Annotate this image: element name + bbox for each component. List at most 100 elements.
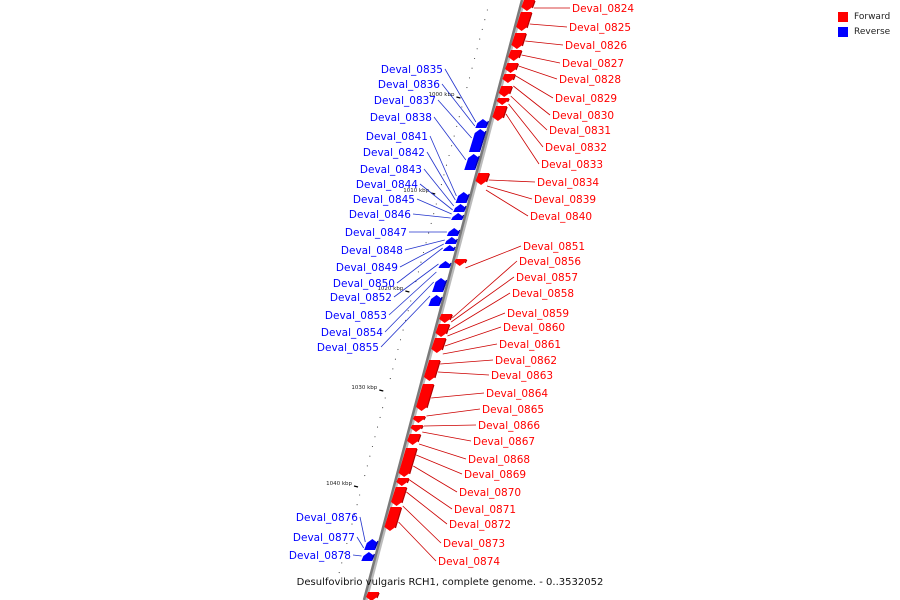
reverse-gene-label[interactable]: Deval_0837 xyxy=(374,95,436,107)
reverse-gene-label[interactable]: Deval_0852 xyxy=(330,292,392,304)
forward-gene-block xyxy=(511,33,527,49)
forward-gene-label[interactable]: Deval_0863 xyxy=(491,370,553,382)
reverse-gene-label[interactable]: Deval_0853 xyxy=(325,310,387,322)
minor-tick xyxy=(417,271,419,273)
forward-leader-line xyxy=(513,85,551,116)
gene-body xyxy=(407,434,421,445)
major-tick xyxy=(379,389,384,392)
tick-label: 1010 kbp xyxy=(403,188,429,194)
reverse-leader-line xyxy=(426,151,456,201)
forward-gene-label[interactable]: Deval_0827 xyxy=(562,58,624,70)
gene-edge xyxy=(507,98,510,103)
forward-gene-label[interactable]: Deval_0864 xyxy=(486,388,548,400)
reverse-gene-label[interactable]: Deval_0838 xyxy=(370,112,432,124)
forward-gene-label[interactable]: Deval_0868 xyxy=(468,454,530,466)
gene-body xyxy=(454,259,467,266)
gene-body xyxy=(361,552,375,561)
forward-leader-line xyxy=(488,179,536,183)
forward-gene-block xyxy=(435,324,451,337)
gene-body xyxy=(516,12,532,31)
forward-gene-label[interactable]: Deval_0874 xyxy=(438,556,500,568)
forward-gene-block xyxy=(391,487,408,506)
reverse-gene-label[interactable]: Deval_0842 xyxy=(363,147,425,159)
forward-gene-label[interactable]: Deval_0856 xyxy=(519,256,581,268)
reverse-gene-label[interactable]: Deval_0835 xyxy=(381,64,443,76)
reverse-gene-label[interactable]: Deval_0843 xyxy=(360,164,422,176)
minor-tick xyxy=(484,19,486,21)
forward-gene-block xyxy=(439,314,453,323)
gene-edge xyxy=(420,425,424,430)
minor-tick xyxy=(369,455,371,457)
forward-gene-label[interactable]: Deval_0867 xyxy=(473,436,535,448)
forward-gene-label[interactable]: Deval_0830 xyxy=(552,110,614,122)
forward-gene-label[interactable]: Deval_0833 xyxy=(541,159,603,171)
reverse-gene-label[interactable]: Deval_0855 xyxy=(317,342,379,354)
forward-gene-label[interactable]: Deval_0839 xyxy=(534,194,596,206)
scale-ticks: 1000 kbp 1010 kbp 1020 kbp 1030 kbp 1040 kbp xyxy=(326,9,488,574)
forward-gene-label[interactable]: Deval_0872 xyxy=(449,519,511,531)
forward-gene-label[interactable]: Deval_0859 xyxy=(507,308,569,320)
reverse-gene-label[interactable]: Deval_0849 xyxy=(336,262,398,274)
forward-gene-label[interactable]: Deval_0873 xyxy=(443,538,505,550)
forward-gene-label[interactable]: Deval_0831 xyxy=(549,125,611,137)
forward-gene-label[interactable]: Deval_0828 xyxy=(559,74,621,86)
reverse-gene-label[interactable]: Deval_0844 xyxy=(356,179,418,191)
reverse-gene-label[interactable]: Deval_0854 xyxy=(321,327,383,339)
forward-leader-line xyxy=(409,479,453,510)
gene-edge xyxy=(376,592,380,599)
forward-leader-line xyxy=(442,343,498,355)
forward-gene-label[interactable]: Deval_0858 xyxy=(512,288,574,300)
tick-label: 1000 kbp xyxy=(429,92,455,98)
gene-body xyxy=(521,0,535,11)
reverse-gene-block xyxy=(361,552,375,561)
reverse-gene-label[interactable]: Deval_0847 xyxy=(345,227,407,239)
forward-gene-label[interactable]: Deval_0829 xyxy=(555,93,617,105)
minor-tick xyxy=(341,562,343,564)
gene-edge xyxy=(457,229,461,235)
reverse-gene-label[interactable]: Deval_0845 xyxy=(353,194,415,206)
gene-features xyxy=(361,0,536,600)
reverse-swatch xyxy=(838,26,848,37)
forward-gene-label[interactable]: Deval_0851 xyxy=(523,241,585,253)
gene-body xyxy=(432,278,447,292)
forward-gene-block xyxy=(502,74,517,83)
forward-gene-block xyxy=(521,0,536,11)
gene-edge xyxy=(515,63,519,71)
reverse-gene-label[interactable]: Deval_0876 xyxy=(296,512,358,524)
forward-leader-line xyxy=(440,359,494,365)
reverse-gene-label[interactable]: Deval_0850 xyxy=(333,278,395,290)
reverse-gene-label[interactable]: Deval_0848 xyxy=(341,245,403,257)
forward-gene-label[interactable]: Deval_0825 xyxy=(569,22,631,34)
minor-tick xyxy=(476,48,478,50)
legend-reverse: Reverse xyxy=(838,24,890,39)
reverse-leader-line xyxy=(352,554,362,557)
forward-gene-label[interactable]: Deval_0869 xyxy=(464,469,526,481)
minor-tick xyxy=(366,465,368,467)
forward-gene-label[interactable]: Deval_0870 xyxy=(459,487,521,499)
reverse-gene-label[interactable]: Deval_0836 xyxy=(378,79,440,91)
gene-edge xyxy=(464,259,468,264)
reverse-gene-label[interactable]: Deval_0878 xyxy=(289,550,351,562)
gene-body xyxy=(496,98,510,105)
forward-gene-label[interactable]: Deval_0871 xyxy=(454,504,516,516)
forward-gene-label[interactable]: Deval_0865 xyxy=(482,404,544,416)
forward-gene-label[interactable]: Deval_0834 xyxy=(537,177,599,189)
gene-body xyxy=(410,425,424,432)
gene-edge xyxy=(445,324,451,335)
forward-gene-label[interactable]: Deval_0840 xyxy=(530,211,592,223)
forward-gene-label[interactable]: Deval_0826 xyxy=(565,40,627,52)
major-tick xyxy=(353,485,359,488)
forward-gene-label[interactable]: Deval_0861 xyxy=(499,339,561,351)
reverse-leader-line xyxy=(396,247,443,284)
forward-gene-label[interactable]: Deval_0860 xyxy=(503,322,565,334)
forward-gene-label[interactable]: Deval_0862 xyxy=(495,355,557,367)
forward-leader-line xyxy=(422,431,472,442)
reverse-gene-label[interactable]: Deval_0846 xyxy=(349,209,411,221)
forward-gene-label[interactable]: Deval_0866 xyxy=(478,420,540,432)
forward-gene-label[interactable]: Deval_0857 xyxy=(516,272,578,284)
gene-body xyxy=(511,33,527,49)
reverse-gene-label[interactable]: Deval_0841 xyxy=(366,131,428,143)
forward-gene-label[interactable]: Deval_0824 xyxy=(572,3,634,15)
reverse-gene-label[interactable]: Deval_0877 xyxy=(293,532,355,544)
forward-gene-label[interactable]: Deval_0832 xyxy=(545,142,607,154)
